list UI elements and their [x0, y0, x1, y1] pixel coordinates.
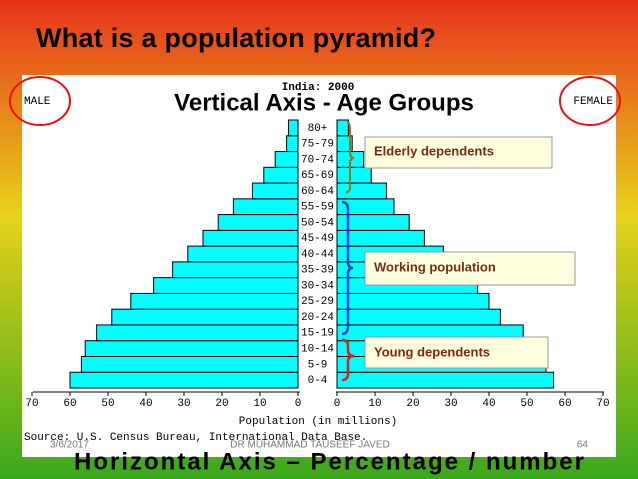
- y-tick-label: 60-64: [301, 186, 334, 198]
- y-tick-label: 70-74: [301, 154, 334, 166]
- group-label: Elderly dependents: [374, 143, 494, 158]
- bar: [84, 340, 299, 357]
- footer-author: DR MUHAMMAD TAUSEEF JAVED: [230, 440, 389, 451]
- x-tick-label: 10: [253, 398, 266, 410]
- footer-date: 3/6/2017: [50, 440, 89, 451]
- legend-label: FEMALE: [573, 96, 613, 108]
- bar: [286, 135, 299, 153]
- bar: [217, 214, 299, 231]
- group-box: [364, 251, 576, 286]
- bar: [80, 355, 299, 373]
- y-tick-label: 15-19: [301, 328, 334, 340]
- x-tick-label: 40: [482, 398, 495, 410]
- x-tick-label: 50: [101, 398, 114, 410]
- bar: [336, 371, 555, 389]
- y-tick-label: 10-14: [301, 343, 334, 355]
- brace: [341, 338, 355, 382]
- y-tick-label: 0-4: [308, 375, 328, 387]
- bar: [153, 277, 299, 294]
- x-tick-label: 70: [596, 398, 609, 410]
- x-tick-label: 30: [177, 398, 190, 410]
- brace: [341, 200, 354, 336]
- bar: [130, 292, 299, 310]
- y-tick-label: 25-29: [301, 296, 334, 308]
- y-tick-label: 5-9: [308, 359, 328, 371]
- bar: [96, 324, 299, 342]
- highlight: [559, 76, 621, 126]
- y-tick-label: 35-39: [301, 265, 334, 277]
- slide-title: What is a population pyramid?: [36, 23, 436, 53]
- bar: [336, 308, 501, 326]
- y-tick-label: 55-59: [301, 202, 334, 214]
- x-tick-label: 60: [558, 398, 571, 410]
- bar: [288, 119, 299, 137]
- bar: [336, 182, 387, 200]
- group-label: Working population: [374, 259, 496, 274]
- bar: [172, 261, 299, 279]
- x-tick-label: 10: [368, 398, 381, 410]
- y-tick-label: 40-44: [301, 249, 334, 261]
- bar: [111, 308, 299, 326]
- chart-title: India: 2000: [282, 82, 355, 94]
- x-axis-label: Population (in millions): [239, 416, 397, 428]
- bar: [336, 229, 425, 247]
- annotation: Vertical Axis - Age Groups: [174, 89, 474, 116]
- y-tick-label: 45-49: [301, 233, 334, 245]
- legend-label: MALE: [24, 96, 51, 108]
- x-tick-label: 0: [334, 398, 341, 410]
- bar: [202, 229, 299, 247]
- footer-page: 64: [577, 440, 589, 451]
- source: Source: U.S. Census Bureau, Internationa…: [24, 432, 367, 444]
- y-tick-label: 20-24: [301, 312, 334, 324]
- bar: [336, 292, 490, 310]
- y-tick-label: 50-54: [301, 217, 334, 229]
- group-label: Young dependents: [374, 344, 490, 359]
- x-tick-label: 20: [215, 398, 228, 410]
- x-tick-label: 30: [444, 398, 457, 410]
- y-tick-label: 75-79: [301, 139, 334, 151]
- y-tick-label: 65-69: [301, 170, 334, 182]
- group-box: [364, 136, 553, 169]
- x-tick-label: 50: [520, 398, 533, 410]
- bar: [263, 166, 299, 184]
- x-tick-label: 0: [295, 398, 302, 410]
- x-tick-label: 60: [63, 398, 76, 410]
- bar: [336, 198, 395, 216]
- y-tick-label: 80+: [308, 123, 328, 135]
- bar: [69, 371, 299, 389]
- bar: [232, 198, 299, 216]
- bar: [187, 245, 299, 263]
- x-tick-label: 20: [406, 398, 419, 410]
- bar: [336, 166, 372, 184]
- x-tick-label: 70: [25, 398, 38, 410]
- y-tick-label: 30-34: [301, 280, 334, 292]
- x-tick-label: 40: [139, 398, 152, 410]
- brace: [345, 121, 355, 193]
- bar: [251, 182, 299, 200]
- bar: [336, 119, 349, 137]
- highlight: [9, 76, 71, 126]
- bar: [274, 151, 299, 168]
- caption: Horizontal Axis – Percentage / number: [74, 448, 584, 475]
- group-box: [364, 336, 549, 369]
